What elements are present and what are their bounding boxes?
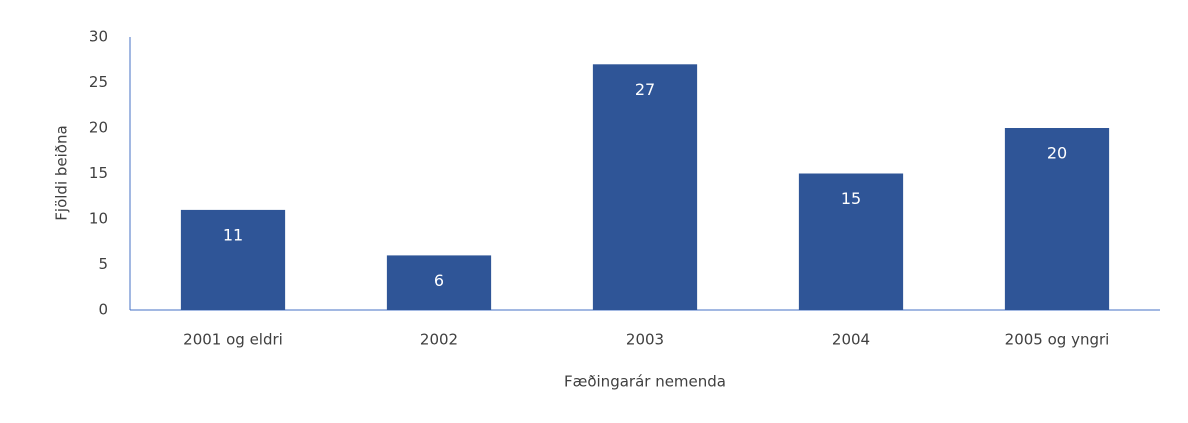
y-tick-label: 0: [98, 301, 108, 319]
x-axis-title: Fæðingarár nemenda: [564, 373, 726, 391]
bar: [1004, 128, 1110, 310]
y-tick-label: 5: [98, 255, 108, 273]
bar: [592, 64, 698, 310]
y-tick-label: 25: [89, 73, 108, 91]
x-tick-label: 2002: [420, 331, 458, 349]
x-tick-label: 2005 og yngri: [1005, 331, 1110, 349]
data-label: 27: [635, 80, 655, 99]
y-tick-label: 30: [89, 28, 108, 46]
bar: [180, 209, 286, 310]
y-tick-label: 15: [89, 164, 108, 182]
data-label: 20: [1047, 144, 1067, 163]
data-label: 11: [223, 225, 243, 244]
y-tick-label: 20: [89, 119, 108, 137]
x-tick-label: 2003: [626, 331, 664, 349]
y-axis-title: Fjöldi beiðna: [53, 125, 71, 220]
y-tick-label: 10: [89, 210, 108, 228]
x-tick-label: 2004: [832, 331, 870, 349]
data-label: 6: [434, 271, 444, 290]
bar: [386, 255, 492, 310]
bar: [798, 173, 904, 310]
data-label: 15: [841, 189, 861, 208]
x-tick-label: 2001 og eldri: [183, 331, 283, 349]
